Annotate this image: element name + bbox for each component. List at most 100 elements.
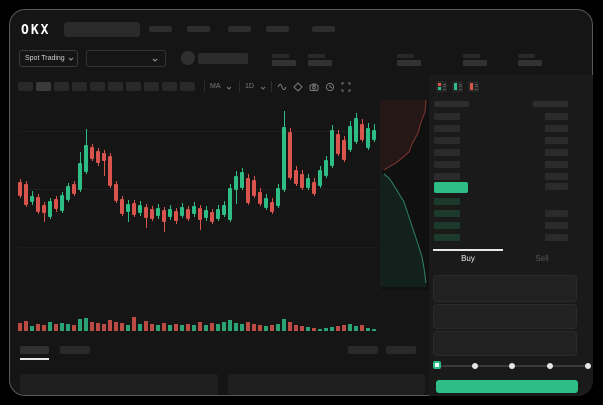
- timeframe-button[interactable]: [108, 82, 123, 91]
- bid-price-placeholder[interactable]: [434, 234, 460, 241]
- slider-stop-dot[interactable]: [472, 362, 478, 369]
- interval-dropdown[interactable]: 1D: [245, 83, 254, 90]
- buy-submit-button[interactable]: [436, 380, 578, 393]
- draw-icon[interactable]: [293, 82, 303, 92]
- amount-slider-handle[interactable]: [433, 361, 441, 369]
- price-input[interactable]: [433, 275, 577, 302]
- bid-price-placeholder[interactable]: [434, 210, 460, 217]
- volume-bar: [288, 322, 292, 331]
- volume-bar: [48, 322, 52, 331]
- bottom-action-button[interactable]: [348, 346, 378, 354]
- toolbar-divider: [239, 81, 240, 92]
- candle-body: [264, 198, 268, 208]
- ask-price-placeholder[interactable]: [434, 125, 460, 132]
- volume-bar: [90, 322, 94, 331]
- bid-amount-placeholder: [545, 210, 568, 217]
- volume-bar: [240, 324, 244, 331]
- ask-price-placeholder[interactable]: [434, 137, 460, 144]
- candle-body: [240, 172, 244, 188]
- amount-input[interactable]: [433, 304, 577, 329]
- indicator-dropdown[interactable]: MA: [210, 83, 221, 90]
- volume-bar: [102, 324, 106, 331]
- orderbook-amount-placeholder: [545, 183, 568, 190]
- ask-price-placeholder[interactable]: [434, 161, 460, 168]
- candle-body: [246, 178, 250, 203]
- bid-amount-placeholder: [545, 234, 568, 241]
- volume-bar: [60, 323, 64, 331]
- spot-trading-dropdown[interactable]: Spot Trading: [19, 50, 78, 67]
- slider-stop-dot[interactable]: [547, 362, 553, 369]
- nav-item[interactable]: [312, 26, 335, 32]
- nav-item[interactable]: [266, 26, 289, 32]
- candle-body: [144, 207, 148, 218]
- timeframe-button[interactable]: [72, 82, 87, 91]
- nav-item[interactable]: [187, 26, 210, 32]
- candle-body: [306, 178, 310, 188]
- fullscreen-icon[interactable]: [341, 82, 351, 92]
- stat-label-placeholder: [518, 54, 535, 58]
- volume-bar: [66, 324, 70, 331]
- nav-item[interactable]: [228, 26, 251, 32]
- bid-amount-placeholder: [545, 222, 568, 229]
- timeframe-button[interactable]: [144, 82, 159, 91]
- tab-buy[interactable]: Buy: [461, 254, 475, 263]
- candle-body: [174, 211, 178, 221]
- ask-amount-placeholder: [545, 125, 568, 132]
- volume-bar: [372, 329, 376, 331]
- chevron-down-icon: [68, 57, 74, 61]
- volume-bar: [84, 318, 88, 331]
- timeframe-button[interactable]: [54, 82, 69, 91]
- candle-body: [258, 192, 262, 204]
- volume-bar: [24, 321, 28, 331]
- orderbook-price-header: [434, 101, 469, 107]
- nav-item[interactable]: [149, 26, 172, 32]
- wave-icon[interactable]: [277, 82, 287, 92]
- candlestick-chart[interactable]: [17, 100, 379, 292]
- volume-bar: [198, 322, 202, 331]
- bid-price-placeholder[interactable]: [434, 198, 460, 205]
- candle-body: [216, 209, 220, 219]
- candle-body: [354, 118, 358, 142]
- bid-price-placeholder[interactable]: [434, 222, 460, 229]
- candle-body: [372, 130, 376, 140]
- chevron-down-icon: [226, 86, 232, 90]
- depth-chart: [380, 100, 429, 290]
- total-input[interactable]: [433, 331, 577, 356]
- asks-book-icon[interactable]: [468, 81, 479, 92]
- ask-price-placeholder[interactable]: [434, 173, 460, 180]
- bottom-tab-active[interactable]: [20, 346, 49, 354]
- volume-bar: [342, 325, 346, 331]
- volume-bar: [312, 328, 316, 331]
- pair-name-placeholder: [198, 53, 248, 64]
- candle-body: [312, 182, 316, 194]
- camera-icon[interactable]: [309, 82, 319, 92]
- tab-sell[interactable]: Sell: [535, 254, 549, 263]
- toolbar-divider: [204, 81, 205, 92]
- candle-body: [126, 204, 130, 212]
- slider-stop-dot[interactable]: [509, 362, 515, 369]
- ask-price-placeholder[interactable]: [434, 113, 460, 120]
- candle-body: [366, 128, 370, 148]
- candle-body: [270, 202, 274, 212]
- combined-book-icon[interactable]: [436, 81, 447, 92]
- timeframe-button[interactable]: [180, 82, 195, 91]
- pair-selector-dropdown[interactable]: [86, 50, 166, 67]
- bids-book-icon[interactable]: [452, 81, 463, 92]
- timeframe-button[interactable]: [162, 82, 177, 91]
- ask-price-placeholder[interactable]: [434, 149, 460, 156]
- clock-icon[interactable]: [325, 82, 335, 92]
- slider-stop-dot[interactable]: [585, 362, 591, 369]
- volume-bar: [366, 328, 370, 331]
- volume-bar: [324, 328, 328, 331]
- timeframe-button[interactable]: [18, 82, 33, 91]
- timeframe-button[interactable]: [90, 82, 105, 91]
- volume-bar: [30, 326, 34, 331]
- bottom-action-button[interactable]: [386, 346, 416, 354]
- candle-body: [24, 184, 28, 205]
- volume-bar: [54, 324, 58, 331]
- bottom-tab[interactable]: [60, 346, 90, 354]
- ask-amount-placeholder: [545, 149, 568, 156]
- timeframe-button[interactable]: [36, 82, 51, 91]
- search-input[interactable]: [64, 22, 140, 37]
- timeframe-button[interactable]: [126, 82, 141, 91]
